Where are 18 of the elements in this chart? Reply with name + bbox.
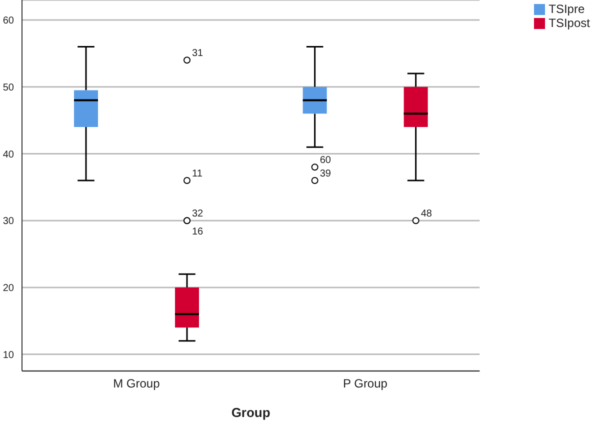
annotation: 39 [320,168,332,180]
x-axis-title: Group [231,405,270,420]
y-tick-label: 50 [2,82,14,94]
annotation: 60 [320,155,332,166]
annotation: 31 [192,48,204,60]
y-tick-label: 20 [2,282,14,294]
y-tick-label: 40 [2,149,14,160]
annotation: 48 [420,208,432,220]
legend-label: TSIpost [548,16,590,30]
y-tick-label: 10 [2,350,14,361]
annotation: 32 [192,208,204,220]
legend-label: TSIpre [548,2,585,16]
y-tick-label: 30 [2,216,14,228]
x-tick-label: P Group [342,376,388,391]
annotation: 11 [192,168,203,180]
x-tick-label: M Group [113,376,160,391]
y-tick-label: 60 [2,16,14,27]
annotation: 16 [192,226,204,238]
